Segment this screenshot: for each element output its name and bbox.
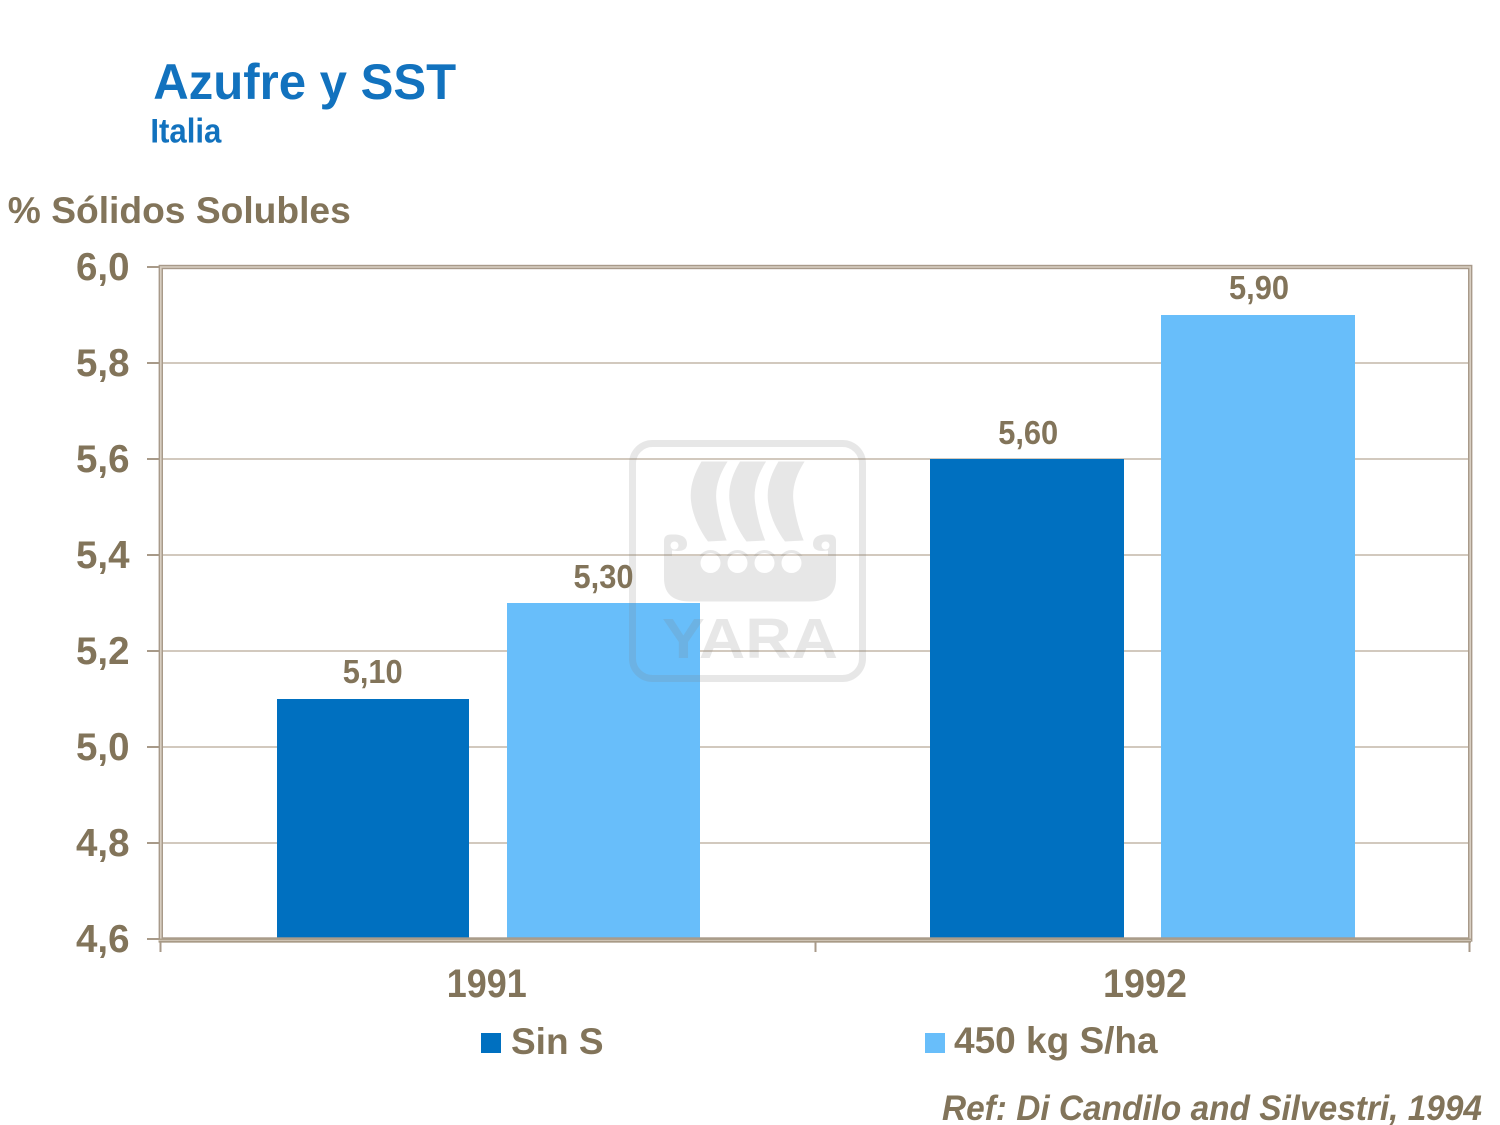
svg-text:% Sólidos Solubles: % Sólidos Solubles xyxy=(8,190,351,231)
svg-text:6,0: 6,0 xyxy=(76,246,130,289)
svg-text:5,30: 5,30 xyxy=(574,558,634,595)
svg-text:Sin S: Sin S xyxy=(511,1021,604,1062)
svg-text:5,60: 5,60 xyxy=(998,414,1058,451)
svg-text:5,10: 5,10 xyxy=(343,653,403,690)
svg-text:1991: 1991 xyxy=(447,962,527,1006)
svg-text:Azufre y SST: Azufre y SST xyxy=(153,54,456,110)
svg-text:5,4: 5,4 xyxy=(76,534,130,577)
svg-text:4,8: 4,8 xyxy=(76,822,130,865)
svg-text:4,6: 4,6 xyxy=(76,918,130,961)
svg-text:450 kg S/ha: 450 kg S/ha xyxy=(954,1020,1158,1061)
svg-text:Italia: Italia xyxy=(150,113,222,151)
svg-text:Ref: Di Candilo and Silvestri,: Ref: Di Candilo and Silvestri, 1994 xyxy=(942,1089,1482,1125)
svg-text:5,2: 5,2 xyxy=(76,630,130,673)
svg-text:5,90: 5,90 xyxy=(1229,269,1289,306)
svg-text:5,0: 5,0 xyxy=(76,726,130,769)
svg-text:1992: 1992 xyxy=(1103,962,1187,1006)
svg-text:5,6: 5,6 xyxy=(76,438,130,481)
svg-text:5,8: 5,8 xyxy=(76,342,130,385)
svg-text:YARA: YARA xyxy=(662,607,838,671)
